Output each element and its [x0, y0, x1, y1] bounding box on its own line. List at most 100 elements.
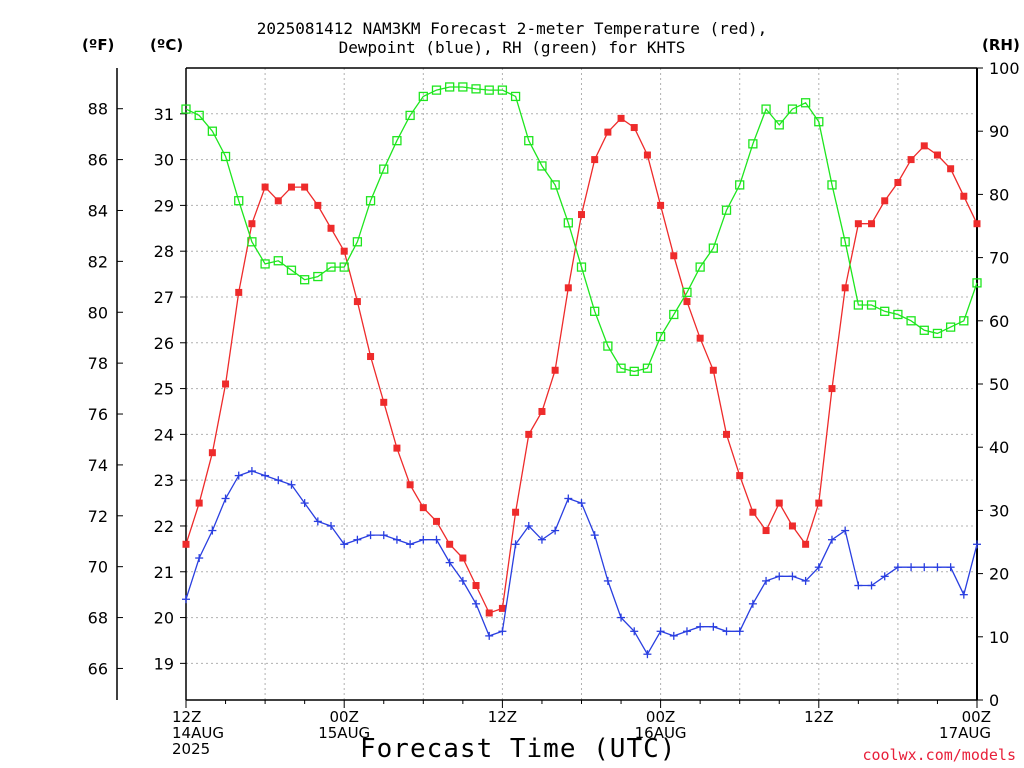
celsius-tick-label: 21 — [154, 563, 174, 582]
rh-tick-label: 10 — [989, 628, 1009, 647]
temperature-point — [775, 499, 783, 507]
temperature-point — [894, 178, 902, 186]
axes-layer: 19 20 21 22 23 24 25 26 27 28 29 30 31 66 68 70 72 74 76 78… — [88, 59, 1020, 758]
rh-point — [247, 237, 257, 247]
celsius-tick-label: 27 — [154, 288, 174, 307]
rh-point — [484, 85, 494, 95]
dewpoint-point — [696, 622, 705, 631]
temperature-point — [498, 604, 506, 612]
rh-unit-label: (RH) — [982, 36, 1020, 54]
chart-title-line-1: 2025081412 NAM3KM Forecast 2-meter Tempe… — [256, 19, 768, 38]
rh-point — [972, 278, 982, 288]
dewpoint-point — [709, 622, 718, 631]
rh-point — [787, 104, 798, 114]
dewpoint-point — [722, 627, 731, 636]
dewpoint-point — [748, 599, 757, 608]
grid-layer — [186, 68, 977, 700]
rh-point — [194, 110, 204, 121]
x-tick-label: 12Z — [804, 708, 833, 726]
temperature-point — [393, 444, 401, 452]
temperature-point — [683, 298, 691, 306]
fahrenheit-tick-label: 80 — [88, 303, 108, 322]
rh-point — [445, 82, 455, 92]
rh-point — [800, 98, 811, 108]
dewpoint-point — [682, 627, 691, 636]
dewpoint-point — [617, 613, 626, 622]
fahrenheit-tick-label: 68 — [88, 609, 108, 628]
rh-line — [185, 86, 978, 373]
temperature-point — [723, 430, 731, 438]
temperature-point — [195, 499, 203, 507]
dewpoint-point — [392, 535, 401, 544]
temperature-point — [736, 472, 744, 480]
rh-point — [919, 325, 929, 335]
dewpoint-point — [880, 572, 889, 581]
celsius-tick-label: 23 — [154, 471, 174, 490]
dewpoint-point — [327, 521, 336, 530]
dewpoint-point — [735, 627, 744, 636]
celsius-tick-label: 19 — [154, 654, 174, 673]
dewpoint-point — [801, 576, 810, 585]
rh-point — [893, 309, 903, 320]
dewpoint-point — [814, 563, 823, 572]
x-tick-label: 17AUG — [939, 724, 991, 742]
dewpoint-point — [867, 581, 876, 590]
dewpoint-point — [854, 581, 863, 590]
dewpoint-point — [907, 563, 916, 572]
temperature-point — [419, 504, 427, 512]
dewpoint-point — [406, 540, 415, 549]
temperature-point — [604, 128, 612, 136]
dewpoint-point — [827, 535, 836, 544]
rh-point — [866, 300, 877, 310]
rh-point — [735, 180, 745, 190]
dewpoint-point — [274, 476, 283, 485]
temperature-point — [960, 192, 968, 200]
rh-point — [207, 126, 218, 136]
dewpoint-point — [445, 558, 454, 567]
temperature-point — [314, 201, 322, 209]
rh-point — [313, 271, 323, 282]
rh-point — [273, 256, 283, 266]
temperature-point — [630, 124, 638, 132]
temperature-point — [868, 220, 876, 228]
dewpoint-point — [472, 599, 481, 608]
celsius-tick-label: 30 — [154, 151, 174, 170]
dewpoint-point — [656, 627, 665, 636]
rh-point — [880, 306, 890, 316]
rh-point — [339, 262, 349, 272]
rh-point — [260, 259, 270, 269]
temperature-point — [802, 540, 810, 548]
temperature-point — [670, 252, 678, 260]
temperature-point — [643, 151, 651, 159]
rh-tick-label: 0 — [989, 691, 999, 710]
temperature-point — [854, 220, 862, 228]
dewpoint-point — [208, 526, 217, 535]
dewpoint-point — [775, 572, 784, 581]
rh-point — [906, 316, 916, 326]
dewpoint-point — [762, 576, 771, 585]
dewpoint-point — [564, 494, 573, 503]
rh-point — [761, 104, 771, 114]
rh-tick-label: 50 — [989, 375, 1009, 394]
temperature-point — [591, 156, 599, 164]
rh-point — [392, 136, 402, 146]
temperature-point — [287, 183, 295, 191]
temperature-point — [367, 353, 375, 361]
rh-point — [550, 180, 560, 190]
dewpoint-point — [287, 480, 296, 489]
rh-point — [827, 180, 837, 190]
rh-point — [616, 363, 626, 373]
rh-point — [181, 104, 191, 114]
temperature-point — [248, 220, 256, 228]
dewpoint-point — [366, 531, 375, 540]
dewpoint-point — [524, 521, 533, 530]
dewpoint-point — [946, 563, 955, 572]
x-tick-label: 15AUG — [318, 724, 370, 742]
fahrenheit-tick-label: 72 — [88, 507, 108, 526]
rh-point — [379, 164, 389, 174]
credit-link[interactable]: coolwx.com/models — [862, 746, 1016, 764]
dewpoint-point — [379, 531, 388, 540]
celsius-tick-label: 26 — [154, 334, 174, 353]
fahrenheit-tick-label: 82 — [88, 252, 108, 271]
